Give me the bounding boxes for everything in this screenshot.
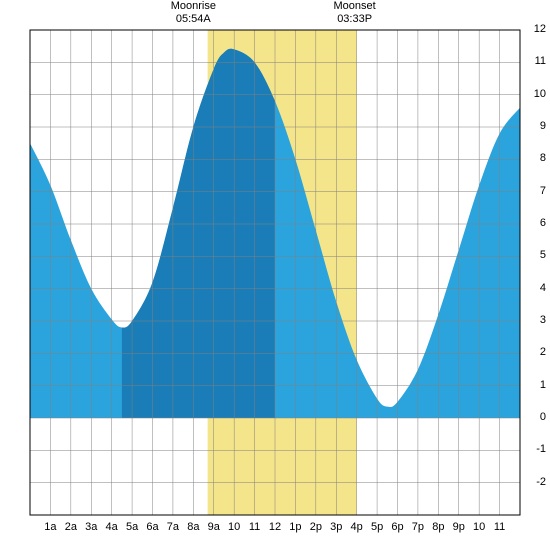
ytick-label: 2 bbox=[524, 346, 546, 358]
ytick-label: 11 bbox=[524, 55, 546, 67]
xtick-label: 5p bbox=[367, 521, 387, 550]
xtick-label: 11 bbox=[490, 521, 510, 550]
ytick-label: 0 bbox=[524, 411, 546, 423]
xtick-label: 7p bbox=[408, 521, 428, 550]
xtick-label: 6a bbox=[143, 521, 163, 550]
xtick-label: 9p bbox=[449, 521, 469, 550]
xtick-label: 11 bbox=[245, 521, 265, 550]
ytick-label: 8 bbox=[524, 152, 546, 164]
xtick-label: 10 bbox=[469, 521, 489, 550]
ytick-label: 7 bbox=[524, 185, 546, 197]
ytick-label: 4 bbox=[524, 282, 546, 294]
moonset-time: 03:33P bbox=[325, 13, 385, 25]
xtick-label: 8p bbox=[428, 521, 448, 550]
ytick-label: 9 bbox=[524, 120, 546, 132]
xtick-label: 1p bbox=[285, 521, 305, 550]
xtick-label: 7a bbox=[163, 521, 183, 550]
xtick-label: 4p bbox=[347, 521, 367, 550]
moonrise-time: 05:54A bbox=[163, 13, 223, 25]
xtick-label: 10 bbox=[224, 521, 244, 550]
ytick-label: 12 bbox=[524, 23, 546, 35]
ytick-label: 1 bbox=[524, 379, 546, 391]
xtick-label: 2a bbox=[61, 521, 81, 550]
xtick-label: 4a bbox=[102, 521, 122, 550]
ytick-label: 10 bbox=[524, 88, 546, 100]
ytick-label: -1 bbox=[524, 443, 546, 455]
xtick-label: 3a bbox=[81, 521, 101, 550]
xtick-label: 6p bbox=[388, 521, 408, 550]
xtick-label: 8a bbox=[183, 521, 203, 550]
ytick-label: 6 bbox=[524, 217, 546, 229]
xtick-label: 5a bbox=[122, 521, 142, 550]
tide-chart bbox=[0, 0, 550, 550]
moonrise-title: Moonrise bbox=[163, 0, 223, 12]
ytick-label: 3 bbox=[524, 314, 546, 326]
xtick-label: 3p bbox=[326, 521, 346, 550]
moonset-title: Moonset bbox=[325, 0, 385, 12]
ytick-label: -2 bbox=[524, 476, 546, 488]
ytick-label: 5 bbox=[524, 249, 546, 261]
xtick-label: 2p bbox=[306, 521, 326, 550]
xtick-label: 1a bbox=[40, 521, 60, 550]
xtick-label: 9a bbox=[204, 521, 224, 550]
xtick-label: 12 bbox=[265, 521, 285, 550]
